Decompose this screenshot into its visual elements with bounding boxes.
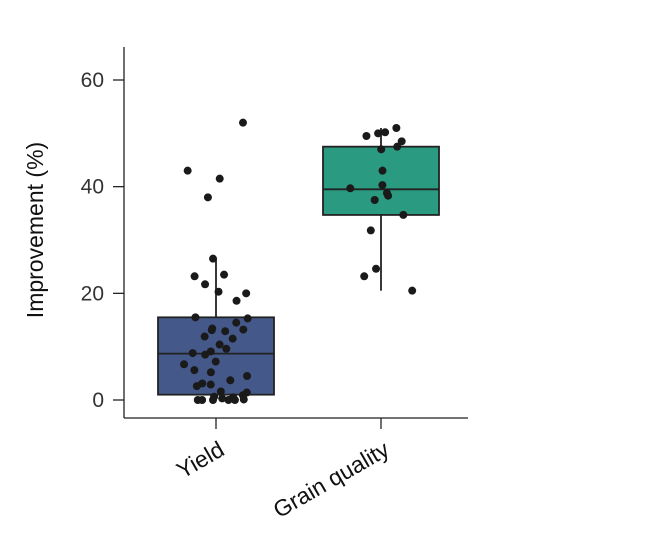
- box-iqr: [157, 316, 275, 396]
- data-point: [232, 318, 241, 327]
- data-point: [216, 387, 225, 396]
- y-tick-label-40: 40: [81, 176, 104, 199]
- y-axis-title: Improvement (%): [22, 142, 48, 318]
- data-point: [201, 280, 210, 289]
- data-point: [242, 289, 251, 298]
- data-point: [180, 360, 189, 369]
- data-point: [215, 174, 224, 183]
- data-point: [238, 118, 247, 127]
- data-point: [239, 395, 248, 404]
- data-point: [397, 137, 406, 146]
- data-point: [384, 191, 393, 200]
- data-point: [360, 272, 369, 281]
- data-point: [211, 357, 220, 366]
- data-point: [232, 296, 241, 305]
- box-iqr: [322, 145, 440, 216]
- data-point: [228, 334, 237, 343]
- y-tick-label-20: 20: [81, 282, 104, 305]
- data-point: [206, 368, 215, 377]
- data-point: [191, 313, 200, 322]
- data-point: [190, 366, 199, 375]
- box-0: [157, 258, 275, 400]
- data-point: [215, 340, 224, 349]
- data-point: [192, 382, 201, 391]
- data-point: [222, 344, 231, 353]
- data-point: [392, 124, 401, 132]
- data-point: [201, 350, 210, 359]
- data-point: [372, 264, 381, 273]
- data-point: [370, 196, 379, 204]
- data-point: [377, 145, 386, 154]
- x-tick-label-1: Grain quality: [269, 436, 394, 523]
- data-point: [206, 380, 215, 389]
- data-point: [346, 184, 355, 193]
- data-point: [243, 314, 252, 323]
- data-point: [220, 270, 229, 279]
- data-point: [183, 166, 192, 175]
- data-point: [188, 349, 197, 358]
- data-point: [230, 396, 239, 404]
- data-point: [381, 128, 390, 137]
- data-point: [226, 376, 235, 385]
- data-point: [378, 166, 387, 175]
- x-tick-label-0: Yield: [172, 436, 229, 484]
- data-point: [208, 396, 217, 404]
- data-point: [239, 325, 248, 334]
- data-point: [399, 210, 408, 219]
- data-point: [393, 142, 402, 151]
- x-axis: [124, 417, 468, 429]
- points-layer: [180, 118, 417, 404]
- data-point: [209, 254, 218, 263]
- data-point: [200, 332, 209, 341]
- data-point: [378, 181, 387, 190]
- y-tick-label-0: 0: [92, 389, 104, 412]
- data-point: [214, 287, 223, 296]
- data-point: [224, 396, 233, 404]
- data-point: [218, 394, 227, 403]
- data-point: [374, 129, 383, 138]
- y-axis: 0 20 40 60: [81, 47, 125, 418]
- data-point: [366, 226, 375, 235]
- category-labels: Yield Grain quality: [172, 436, 394, 523]
- data-point: [408, 286, 417, 295]
- box-1: [322, 128, 440, 291]
- data-point: [243, 372, 252, 380]
- data-point: [203, 193, 212, 202]
- boxes-layer: [157, 128, 440, 400]
- data-point: [198, 396, 207, 404]
- y-tick-label-60: 60: [81, 69, 104, 92]
- data-point: [207, 326, 216, 335]
- data-point: [221, 327, 230, 336]
- data-point: [190, 272, 199, 281]
- data-point: [362, 132, 371, 140]
